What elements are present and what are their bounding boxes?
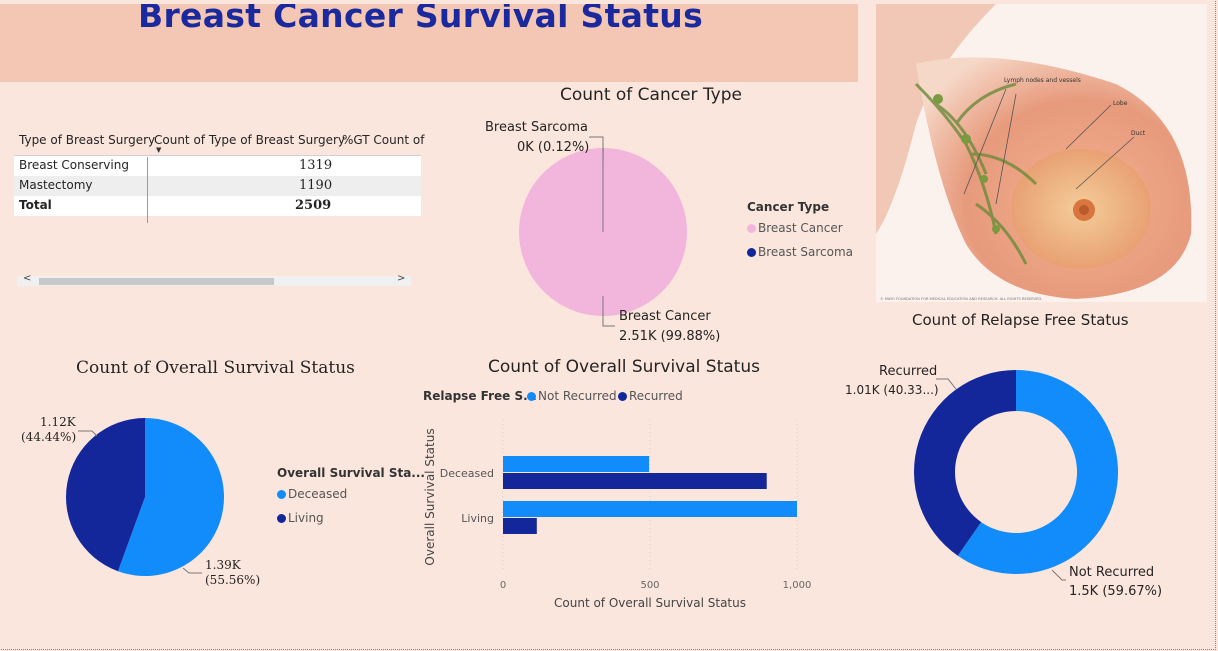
survival-deceased-pct: (44.44%) [21, 430, 77, 444]
blue-dot-icon [277, 490, 286, 499]
donut-recurred-label-value: 1.01K (40.33...) [845, 383, 939, 397]
legend-label: Breast Cancer [758, 221, 843, 235]
bar-legend-item-recurred[interactable]: Recurred [618, 389, 683, 403]
table-header-type[interactable]: Type of Breast Surgery [19, 133, 156, 147]
table-total-row: Total 2509 [14, 196, 421, 216]
bar-legend-item-not-recurred[interactable]: Not Recurred [527, 389, 617, 403]
donut-not-recurred-label-name: Not Recurred [1069, 565, 1155, 580]
donut-title: Count of Relapse Free Status [912, 311, 1129, 329]
table-row[interactable]: Breast Conserving 1319 [14, 155, 421, 176]
legend-label: Living [288, 511, 324, 525]
donut-slice-recurred[interactable] [913, 370, 1016, 556]
survival-living-leader [182, 567, 202, 574]
cancer-sarcoma-leader-elbow [589, 136, 604, 145]
donut-recurred-label-name: Recurred [879, 364, 938, 379]
bar-y-tick-label: Deceased [440, 467, 494, 480]
sort-caret-icon[interactable]: ▼ [156, 146, 162, 154]
bar-deceased-recurred[interactable] [503, 473, 767, 489]
table-cell-count: 1190 [299, 178, 333, 193]
table-cell-type: Mastectomy [19, 178, 93, 192]
cancer-type-title: Count of Cancer Type [560, 85, 742, 105]
table-column-divider [147, 157, 148, 223]
scroll-left-icon[interactable]: < [23, 273, 32, 284]
pink-dot-icon [747, 224, 756, 233]
survival-deceased-value: 1.12K [40, 415, 76, 429]
donut-not-recurred-label-value: 1.5K (59.67%) [1069, 584, 1163, 599]
cancer-legend-item-bc[interactable]: Breast Cancer [747, 221, 843, 235]
lobe-label: Lobe [1113, 100, 1128, 107]
navy-dot-icon [277, 514, 286, 523]
donut-recurred-leader [936, 378, 957, 390]
bar-legend-title: Relapse Free S... [423, 389, 537, 403]
table-header-pct[interactable]: %GT Count of [342, 133, 425, 147]
scroll-right-icon[interactable]: > [397, 273, 406, 284]
bar-x-tick-label: 0 [500, 580, 506, 591]
bar-x-tick-label: 1,000 [783, 580, 812, 591]
scroll-thumb[interactable] [39, 278, 274, 285]
breast-anatomy-image: Lymph nodes and vessels Lobe Duct © MAYO… [876, 4, 1207, 302]
bar-deceased-not-recurred[interactable] [503, 456, 650, 472]
table-total-label: Total [19, 198, 52, 212]
surgery-table[interactable]: Type of Breast Surgery Count of Type of … [14, 131, 425, 223]
survival-slice-deceased[interactable] [65, 418, 145, 572]
bar-x-tick-label: 500 [640, 580, 659, 591]
table-header-count[interactable]: Count of Type of Breast Surgery [154, 133, 345, 147]
survival-deceased-leader [78, 430, 98, 437]
cancer-bc-label-name: Breast Cancer [619, 309, 711, 324]
cancer-legend-title: Cancer Type [747, 200, 830, 214]
cancer-sarcoma-label-value: 0K (0.12%) [517, 140, 590, 155]
legend-label: Recurred [629, 389, 683, 403]
duct-label: Duct [1131, 130, 1146, 137]
table-row[interactable]: Mastectomy 1190 [14, 176, 421, 196]
bar-y-axis-label: Overall Survival Status [423, 428, 437, 565]
bar-x-axis-label: Count of Overall Survival Status [554, 596, 746, 610]
legend-label: Deceased [288, 487, 348, 501]
bar-living-recurred[interactable] [503, 518, 537, 534]
bar-living-not-recurred[interactable] [503, 501, 797, 517]
bar-chart-title: Count of Overall Survival Status [488, 357, 760, 377]
table-total-count: 2509 [295, 198, 332, 213]
page-title: Breast Cancer Survival Status [138, 4, 704, 35]
survival-slice-living[interactable] [117, 418, 224, 577]
table-header-row: Type of Breast Surgery Count of Type of … [14, 131, 425, 155]
blue-dot-icon [527, 392, 536, 401]
survival-legend-item-living[interactable]: Living [277, 511, 324, 525]
cancer-bc-leader [602, 296, 615, 327]
title-banner: Breast Cancer Survival Status [0, 4, 858, 82]
navy-dot-icon [618, 392, 627, 401]
survival-living-pct: (55.56%) [205, 573, 261, 587]
image-credit: © MAYO FOUNDATION FOR MEDICAL EDUCATION … [880, 297, 1042, 301]
survival-legend-item-deceased[interactable]: Deceased [277, 487, 347, 501]
survival-legend-title: Overall Survival Sta... [277, 466, 425, 480]
survival-living-value: 1.39K [205, 558, 241, 572]
cancer-sarcoma-label-name: Breast Sarcoma [485, 120, 588, 135]
bar-y-tick-label: Living [461, 512, 494, 525]
cancer-legend-item-sarcoma[interactable]: Breast Sarcoma [747, 245, 853, 259]
table-cell-count: 1319 [299, 158, 333, 173]
donut-slice-not-recurred[interactable] [957, 370, 1118, 574]
table-horizontal-scrollbar[interactable]: < > [17, 273, 411, 286]
lymph-label: Lymph nodes and vessels [1004, 77, 1081, 84]
cancer-bc-label-value: 2.51K (99.88%) [619, 329, 721, 344]
donut-not-recurred-leader [1051, 569, 1066, 581]
legend-label: Not Recurred [538, 389, 617, 403]
legend-label: Breast Sarcoma [758, 245, 854, 259]
navy-dot-icon [747, 248, 756, 257]
table-cell-type: Breast Conserving [19, 158, 129, 172]
survival-pie-title: Count of Overall Survival Status [76, 358, 355, 378]
